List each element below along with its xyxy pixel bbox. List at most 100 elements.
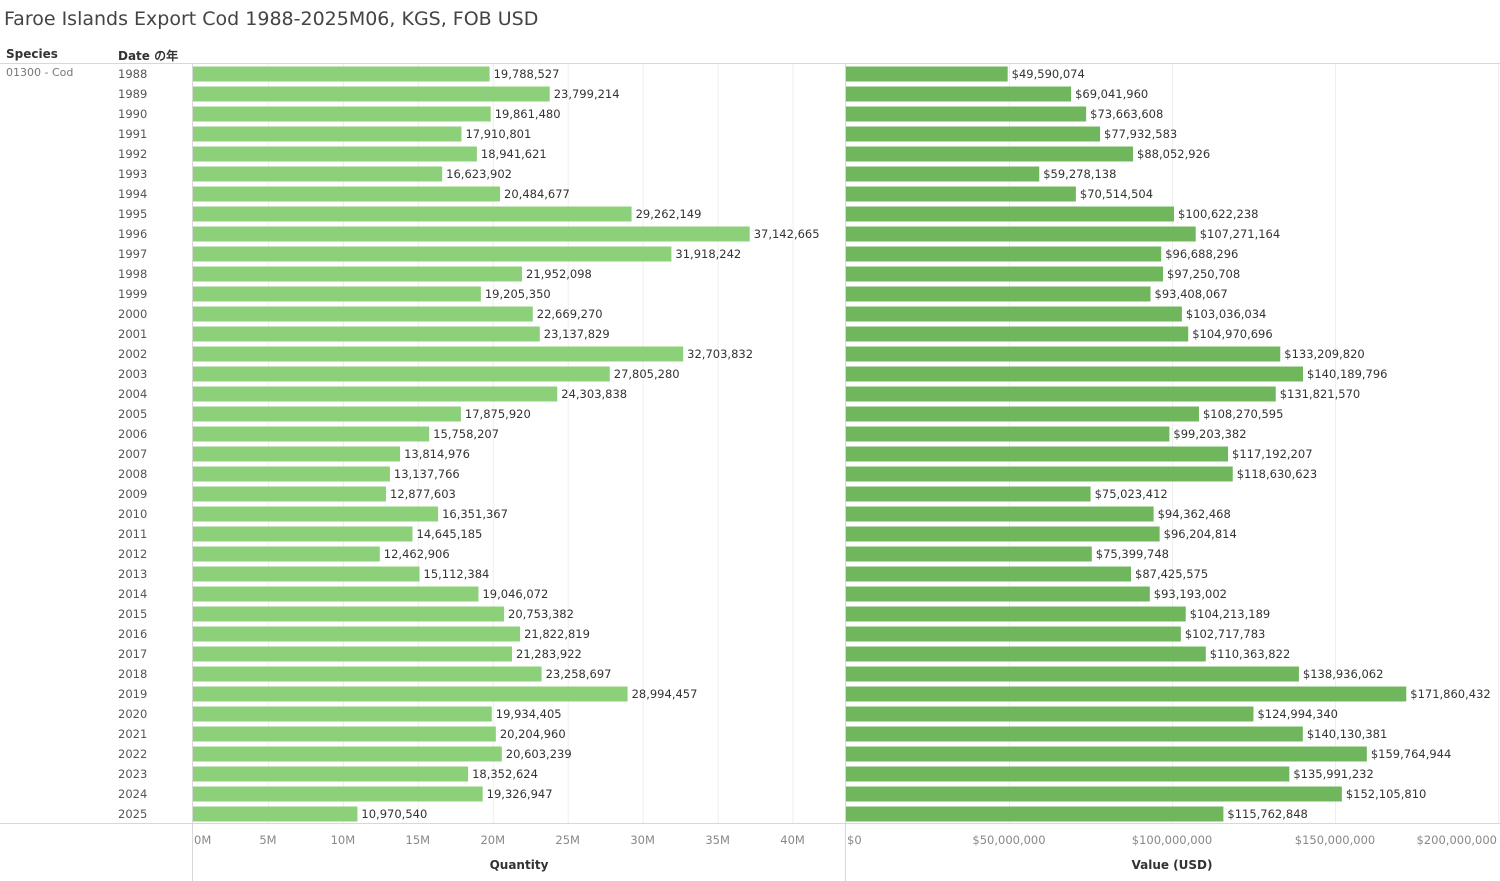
- quantity-data-label: 20,204,960: [500, 727, 566, 741]
- quantity-data-label: 22,669,270: [537, 307, 603, 321]
- quantity-data-label: 32,703,832: [687, 347, 753, 361]
- quantity-data-label: 20,484,677: [504, 187, 570, 201]
- value-tick-label: $100,000,000: [1132, 833, 1212, 847]
- quantity-data-label: 18,352,624: [472, 767, 538, 781]
- value-bar: [846, 226, 1196, 242]
- quantity-bar: [193, 246, 672, 262]
- year-label: 1999: [118, 287, 147, 301]
- value-bar: [846, 206, 1175, 222]
- quantity-bar: [193, 786, 483, 802]
- quantity-data-label: 37,142,665: [754, 227, 820, 241]
- value-bar: [846, 246, 1162, 262]
- value-data-label: $70,514,504: [1080, 187, 1153, 201]
- value-bar: [846, 306, 1182, 322]
- value-bar: [846, 626, 1181, 642]
- quantity-tick-label: 30M: [630, 833, 655, 847]
- year-label: 1989: [118, 87, 147, 101]
- quantity-axis-title: Quantity: [490, 858, 549, 872]
- quantity-tick-label: 25M: [555, 833, 580, 847]
- quantity-tick-label: 40M: [780, 833, 805, 847]
- quantity-bar: [193, 306, 533, 322]
- quantity-data-label: 23,799,214: [554, 87, 620, 101]
- value-data-label: $49,590,074: [1012, 67, 1085, 81]
- quantity-bar: [193, 386, 558, 402]
- year-label: 2019: [118, 687, 147, 701]
- value-data-label: $59,278,138: [1043, 167, 1116, 181]
- value-data-label: $131,821,570: [1280, 387, 1360, 401]
- year-label: 2004: [118, 387, 147, 401]
- value-data-label: $104,970,696: [1192, 327, 1272, 341]
- value-data-label: $75,399,748: [1096, 547, 1169, 561]
- quantity-data-label: 19,861,480: [495, 107, 561, 121]
- year-label: 2023: [118, 767, 147, 781]
- quantity-bar: [193, 506, 439, 522]
- value-bar: [846, 666, 1299, 682]
- value-data-label: $138,936,062: [1303, 667, 1383, 681]
- species-column-header[interactable]: Species: [6, 47, 58, 61]
- quantity-bar: [193, 426, 430, 442]
- quantity-bar: [193, 746, 502, 762]
- chart-title: Faroe Islands Export Cod 1988-2025M06, K…: [4, 8, 539, 30]
- quantity-bar: [193, 326, 540, 342]
- year-label: 2016: [118, 627, 147, 641]
- value-bar: [846, 406, 1199, 422]
- quantity-bar: [193, 226, 750, 242]
- quantity-bar: [193, 446, 401, 462]
- year-label: 2007: [118, 447, 147, 461]
- quantity-tick-label: 5M: [259, 833, 276, 847]
- quantity-data-label: 10,970,540: [361, 807, 427, 821]
- value-data-label: $115,762,848: [1227, 807, 1307, 821]
- value-bar: [846, 746, 1367, 762]
- quantity-bar: [193, 626, 521, 642]
- year-label: 2010: [118, 507, 147, 521]
- year-label: 2017: [118, 647, 147, 661]
- quantity-tick-label: 0M: [194, 833, 211, 847]
- value-data-label: $75,023,412: [1095, 487, 1168, 501]
- quantity-data-label: 20,753,382: [508, 607, 574, 621]
- value-axis-title: Value (USD): [1131, 858, 1212, 872]
- quantity-tick-label: 15M: [406, 833, 431, 847]
- year-label: 2014: [118, 587, 147, 601]
- quantity-bar: [193, 406, 461, 422]
- year-label: 1988: [118, 67, 147, 81]
- quantity-bar: [193, 166, 443, 182]
- value-data-label: $103,036,034: [1186, 307, 1266, 321]
- value-tick-label: $0: [847, 833, 862, 847]
- value-bar: [846, 106, 1087, 122]
- year-label: 1993: [118, 167, 147, 181]
- value-data-label: $93,193,002: [1154, 587, 1227, 601]
- year-label: 2011: [118, 527, 147, 541]
- value-data-label: $97,250,708: [1167, 267, 1240, 281]
- year-label: 2008: [118, 467, 147, 481]
- quantity-data-label: 27,805,280: [614, 367, 680, 381]
- quantity-bar: [193, 286, 481, 302]
- quantity-data-label: 19,934,405: [496, 707, 562, 721]
- quantity-data-label: 28,994,457: [632, 687, 698, 701]
- value-data-label: $140,130,381: [1307, 727, 1387, 741]
- quantity-data-label: 13,814,976: [404, 447, 470, 461]
- quantity-data-label: 12,462,906: [384, 547, 450, 561]
- year-label: 2025: [118, 807, 147, 821]
- quantity-bar: [193, 66, 490, 82]
- quantity-data-label: 21,952,098: [526, 267, 592, 281]
- quantity-data-label: 19,205,350: [485, 287, 551, 301]
- quantity-data-label: 15,112,384: [424, 567, 490, 581]
- value-data-label: $107,271,164: [1200, 227, 1280, 241]
- value-bar: [846, 426, 1170, 442]
- value-bar: [846, 366, 1304, 382]
- quantity-bar: [193, 546, 380, 562]
- quantity-bar: [193, 526, 413, 542]
- year-label: 2022: [118, 747, 147, 761]
- quantity-bar: [193, 606, 505, 622]
- quantity-data-label: 19,788,527: [494, 67, 560, 81]
- quantity-data-label: 21,822,819: [524, 627, 590, 641]
- value-bar: [846, 146, 1134, 162]
- date-column-header[interactable]: Date の年: [118, 49, 179, 63]
- quantity-bar: [193, 86, 550, 102]
- quantity-tick-label: 20M: [480, 833, 505, 847]
- quantity-bar: [193, 486, 387, 502]
- value-data-label: $102,717,783: [1185, 627, 1265, 641]
- value-data-label: $93,408,067: [1155, 287, 1228, 301]
- year-label: 2015: [118, 607, 147, 621]
- quantity-data-label: 21,283,922: [516, 647, 582, 661]
